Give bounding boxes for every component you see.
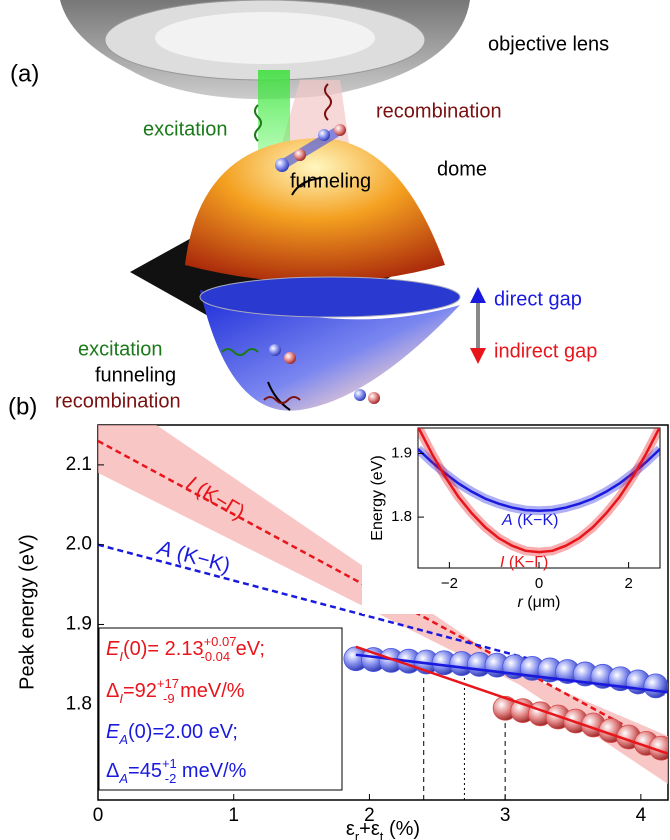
x-tick-label: 2 — [624, 575, 632, 592]
t: meV/% — [175, 680, 245, 702]
label: funneling — [95, 364, 176, 386]
y-axis-label: Peak energy (eV) — [16, 534, 38, 690]
t: A — [118, 732, 128, 747]
series-label: A (K−K) — [501, 512, 558, 529]
t: A — [118, 771, 128, 786]
label-part: (K−Γ) — [504, 554, 548, 571]
t: -9 — [163, 691, 175, 706]
param-line: EI(0)= 2.13+0.07-0.04 eV; — [106, 634, 265, 664]
y-tick-label: 2.1 — [66, 454, 92, 475]
label-part: (K−K) — [169, 540, 233, 578]
t: ε — [346, 818, 355, 840]
panel-label: (a) — [10, 60, 39, 87]
label: indirect gap — [494, 340, 597, 362]
t: =92 — [123, 680, 157, 702]
inset-x-label: r (μm) — [518, 594, 561, 611]
t: =45 — [128, 760, 162, 782]
figure: (a) objective lens excitation recombinat… — [0, 0, 670, 840]
x-tick-label: 4 — [636, 805, 647, 826]
t: E — [106, 721, 120, 743]
param-line: ΔA=45+1-2 meV/% — [106, 756, 247, 786]
t: meV/% — [176, 760, 246, 782]
label-part: A — [501, 512, 513, 529]
point — [644, 674, 668, 698]
t: eV; — [230, 638, 265, 660]
param-line: ΔI=92+17-9 meV/% — [106, 676, 245, 706]
y-tick-label: 1.9 — [66, 613, 92, 634]
t: (0)= 2.13 — [123, 638, 204, 660]
t: Δ — [106, 680, 119, 702]
label: funneling — [290, 170, 371, 192]
label: recombination — [55, 390, 181, 412]
t: (μm) — [523, 594, 561, 611]
y-tick-label: 2.0 — [66, 534, 92, 555]
panel-label: (b) — [8, 393, 37, 420]
label: recombination — [376, 100, 502, 122]
t: Δ — [106, 760, 119, 782]
page: {"panel_a": {"label": "(a)", "objective"… — [0, 0, 670, 840]
series-label: A (K−K) — [153, 535, 232, 577]
label-part: (K−K) — [513, 512, 559, 529]
x-tick-label: 0 — [535, 575, 543, 592]
label: objective lens — [488, 33, 609, 55]
label: excitation — [143, 118, 228, 140]
t: E — [106, 638, 120, 660]
y-tick-label: 1.8 — [66, 693, 92, 714]
x-tick-label: 3 — [500, 805, 511, 826]
x-axis-label: εr+εt (%) — [346, 818, 420, 840]
label: excitation — [78, 338, 163, 360]
label: direct gap — [494, 288, 582, 310]
label: dome — [437, 158, 487, 180]
x-tick-label: −2 — [441, 575, 458, 592]
x-tick-label: 0 — [93, 805, 104, 826]
y-tick-label: 1.9 — [391, 444, 412, 461]
x-tick-label: 1 — [228, 805, 239, 826]
t: -2 — [165, 771, 177, 786]
t: (0)=2.00 eV; — [128, 721, 238, 743]
inset-y-label: Energy (eV) — [369, 455, 386, 540]
series-label: I (K−Γ) — [500, 554, 548, 571]
t: (%) — [383, 818, 420, 840]
t: -0.04 — [200, 649, 230, 664]
t: +ε — [359, 818, 380, 840]
t: +1 — [162, 756, 177, 771]
y-tick-label: 1.8 — [391, 508, 412, 525]
